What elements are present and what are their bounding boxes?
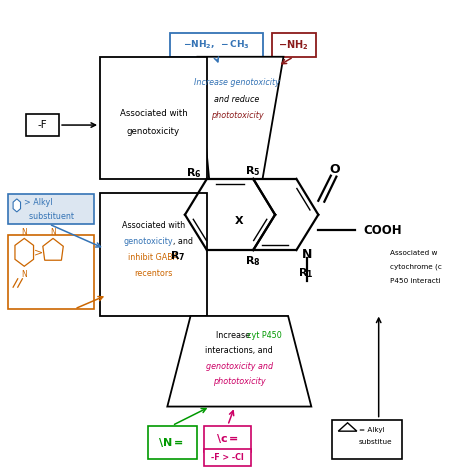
Bar [9,194,94,224]
Text: N: N [21,228,27,237]
Text: $\mathbf{-NH_2,\ -CH_3}$: $\mathbf{-NH_2,\ -CH_3}$ [183,38,249,51]
Text: $\mathbf{R_8}$: $\mathbf{R_8}$ [246,254,261,268]
Text: N: N [301,248,312,261]
Text: interactions, and: interactions, and [205,346,273,356]
Text: Increase: Increase [216,331,253,340]
Text: cytochrome (c: cytochrome (c [390,264,442,271]
Text: recentors: recentors [134,269,173,278]
Text: genotoxicity: genotoxicity [127,127,180,136]
Text: $\mathbf{R_5}$: $\mathbf{R_5}$ [246,164,261,178]
Text: phototoxicity: phototoxicity [210,111,264,120]
Text: >: > [34,247,43,257]
Text: substitue: substitue [359,439,392,445]
Polygon shape [198,57,283,179]
Text: and reduce: and reduce [214,94,260,103]
Text: $\mathbf{R_1}$: $\mathbf{R_1}$ [298,266,313,280]
Text: $\mathbf{R_7}$: $\mathbf{R_7}$ [170,250,185,264]
Text: P450 interacti: P450 interacti [390,278,441,284]
Bar [204,449,251,465]
Text: -F > -Cl: -F > -Cl [211,453,244,462]
Text: Associated with: Associated with [119,109,187,118]
Bar [26,114,59,136]
Text: COOH: COOH [364,224,402,237]
Polygon shape [15,238,34,266]
Bar [9,235,94,309]
Text: substituent: substituent [24,211,74,220]
Text: X: X [235,216,244,226]
Bar [100,193,207,316]
Bar [148,426,197,459]
Bar [204,426,251,452]
Bar [272,33,316,57]
Polygon shape [43,238,63,260]
Text: $\mathbf{\backslash c{=}}$: $\mathbf{\backslash c{=}}$ [216,432,239,445]
Text: O: O [329,163,340,176]
Text: $\mathbf{\backslash N{=}}$: $\mathbf{\backslash N{=}}$ [158,436,184,449]
Bar [332,419,402,459]
Text: = Alkyl: = Alkyl [359,427,384,433]
Text: inhibit GABA: inhibit GABA [128,254,179,263]
Text: $\mathbf{-NH_2}$: $\mathbf{-NH_2}$ [278,38,309,52]
Text: Associated w: Associated w [390,250,438,256]
Text: -F: -F [37,120,47,130]
Text: genotoxicity and: genotoxicity and [206,362,273,371]
Polygon shape [338,423,357,431]
Text: Associated with: Associated with [122,221,185,230]
Text: $\mathbf{R_6}$: $\mathbf{R_6}$ [186,166,202,180]
Bar [170,33,263,57]
Text: phototoxicity: phototoxicity [213,376,265,385]
Text: Increase genotoxicity: Increase genotoxicity [194,78,280,87]
Polygon shape [167,316,311,407]
Polygon shape [13,199,20,212]
Text: cyt P450: cyt P450 [247,331,282,340]
Text: , and: , and [173,237,193,246]
Text: N: N [50,228,56,237]
Text: N: N [21,270,27,279]
Text: > Alkyl: > Alkyl [24,198,53,207]
Text: genotoxicity: genotoxicity [123,237,173,246]
Bar [100,57,207,179]
